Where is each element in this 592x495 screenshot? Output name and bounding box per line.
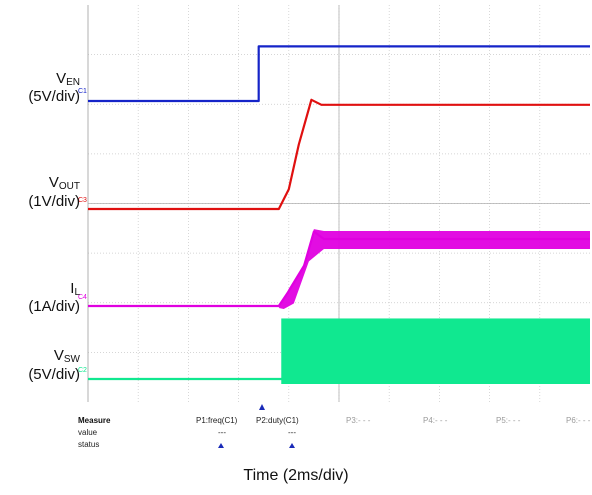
measure-p2-value: --- [288,428,296,437]
series-vout [88,98,590,211]
measure-p4[interactable]: P4:- - - [423,416,448,425]
ven-label: VEN [56,70,80,88]
measure-p6[interactable]: P6:- - - [566,416,591,425]
series-il [88,229,590,309]
vsw-switching-band [281,318,590,384]
series-line-il [88,230,590,308]
vsw-scale: (5V/div) [28,366,80,383]
channel-marker-c4: C4 [78,294,87,301]
measure-row-status: status [78,440,100,449]
p1-status-icon [218,443,224,448]
p2-status-icon [289,443,295,448]
il-ripple-band [278,229,590,309]
measure-p5[interactable]: P5:- - - [496,416,521,425]
series-vsw [88,318,590,384]
measure-row-value: value [78,428,98,437]
channel-marker-c3: C3 [78,197,87,204]
x-axis-label: Time (2ms/div) [243,467,349,484]
measure-p1-value: --- [218,428,226,437]
series-ven [88,45,590,103]
series-line-ven [88,45,590,103]
measure-p3[interactable]: P3:- - - [346,416,371,425]
traces [88,45,590,384]
il-scale: (1A/div) [28,298,80,315]
vout-scale: (1V/div) [28,193,80,210]
ven-scale: (5V/div) [28,88,80,105]
trigger-marker [259,404,265,410]
measure-header: Measure [78,416,111,425]
il-label: IL [70,280,80,298]
series-line-vout [88,98,590,211]
channel-markers: C1 C3 C4 C2 [78,88,87,374]
vsw-label: VSW [53,347,80,365]
channel-marker-c1: C1 [78,88,87,95]
vout-label: VOUT [48,174,80,192]
channel-marker-c2: C2 [78,367,87,374]
measure-p1[interactable]: P1:freq(C1) [196,416,238,425]
grid [87,5,590,402]
measure-p2[interactable]: P2:duty(C1) [256,416,299,425]
